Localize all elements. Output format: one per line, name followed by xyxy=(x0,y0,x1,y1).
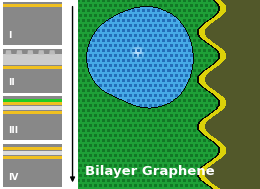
Polygon shape xyxy=(27,50,33,54)
Text: Bilayer Graphene: Bilayer Graphene xyxy=(85,165,215,178)
Bar xyxy=(3,2,62,45)
Bar xyxy=(3,66,62,69)
Bar xyxy=(3,105,62,110)
Text: IV: IV xyxy=(8,173,18,182)
Bar xyxy=(3,4,62,7)
Polygon shape xyxy=(16,50,22,54)
Bar xyxy=(3,111,62,114)
Bar xyxy=(3,144,62,187)
Bar xyxy=(3,102,62,105)
Bar xyxy=(3,147,62,150)
Text: II: II xyxy=(8,78,15,87)
Polygon shape xyxy=(49,50,55,54)
Bar xyxy=(3,9,62,41)
Polygon shape xyxy=(38,50,44,54)
Bar xyxy=(3,99,62,102)
Bar xyxy=(3,151,62,155)
Polygon shape xyxy=(5,50,11,54)
Text: I: I xyxy=(8,31,11,40)
Bar xyxy=(3,156,62,159)
Text: III: III xyxy=(8,126,18,135)
Bar xyxy=(3,54,62,65)
Bar xyxy=(3,160,62,183)
Bar xyxy=(3,49,62,93)
Bar xyxy=(3,70,62,88)
Bar xyxy=(3,96,62,140)
Bar xyxy=(3,115,62,136)
